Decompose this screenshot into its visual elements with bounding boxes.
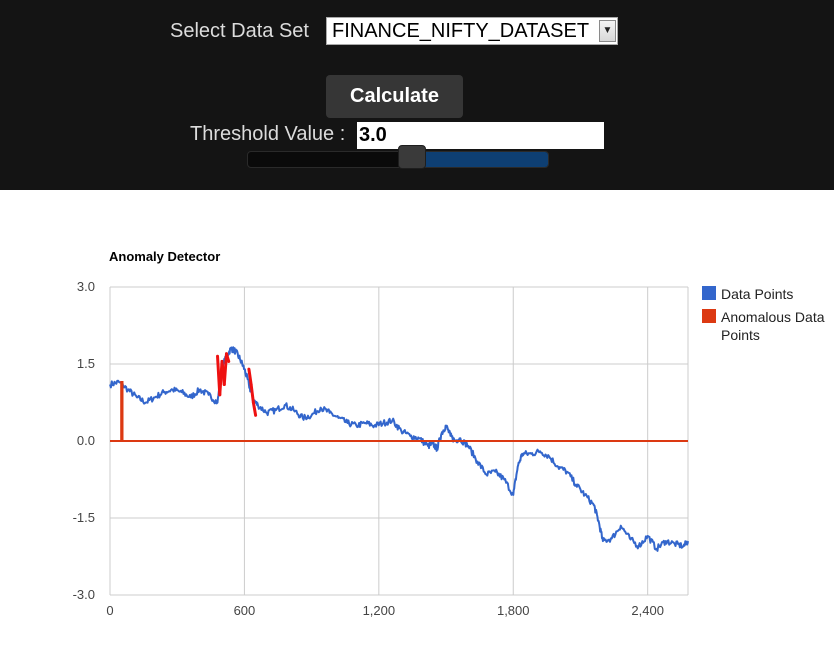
legend-swatch-data-points <box>702 286 716 300</box>
y-tick-label: 0.0 <box>77 433 95 448</box>
threshold-label: Threshold Value : <box>190 123 346 145</box>
dataset-select[interactable]: FINANCE_NIFTY_DATASET ▼ <box>326 17 618 45</box>
threshold-input[interactable]: 3.0 <box>357 122 604 149</box>
anomaly-mark <box>222 352 228 387</box>
anomaly-mark <box>251 401 258 417</box>
legend-item-anomalous: Anomalous Data Points <box>702 308 834 344</box>
legend-item-data-points: Data Points <box>702 285 834 303</box>
calculate-button[interactable]: Calculate <box>326 75 463 118</box>
anomaly-mark <box>249 383 255 404</box>
y-tick-label: 1.5 <box>77 356 95 371</box>
threshold-slider[interactable] <box>247 145 549 172</box>
x-tick-label: 600 <box>234 603 256 618</box>
x-tick-label: 2,400 <box>631 603 664 618</box>
chevron-down-icon[interactable]: ▼ <box>599 20 616 42</box>
series-data-points-line <box>109 346 689 552</box>
x-tick-label: 1,800 <box>497 603 530 618</box>
x-tick-label: 0 <box>106 603 113 618</box>
slider-fill <box>413 152 548 167</box>
anomaly-mark <box>224 352 231 363</box>
y-tick-label: -3.0 <box>73 587 95 602</box>
chart-title: Anomaly Detector <box>109 249 221 264</box>
legend-label: Anomalous Data Points <box>721 309 825 343</box>
y-tick-label: 3.0 <box>77 279 95 294</box>
anomaly-mark <box>247 367 253 387</box>
dataset-label: Select Data Set <box>170 20 309 42</box>
legend-swatch-anomalous <box>702 309 716 323</box>
slider-handle[interactable] <box>398 145 426 169</box>
dataset-select-value: FINANCE_NIFTY_DATASET <box>332 20 590 42</box>
control-bar: Select Data Set FINANCE_NIFTY_DATASET ▼ … <box>0 0 834 190</box>
legend-label: Data Points <box>721 286 794 302</box>
x-tick-label: 1,200 <box>363 603 396 618</box>
series-anomalous-line <box>110 381 688 442</box>
chart-legend: Data Points Anomalous Data Points <box>702 285 834 349</box>
y-tick-label: -1.5 <box>73 510 95 525</box>
